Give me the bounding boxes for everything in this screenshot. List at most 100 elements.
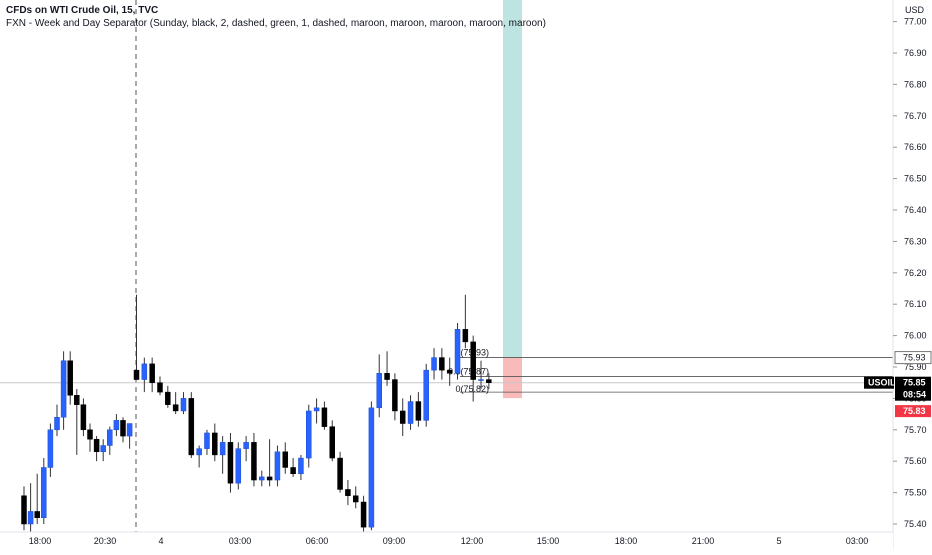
- candle[interactable]: [454, 329, 461, 374]
- candle[interactable]: [478, 379, 484, 381]
- time-tick-label: 4: [158, 536, 163, 546]
- price-tick-label: 76.30: [904, 236, 927, 246]
- candle[interactable]: [235, 448, 242, 484]
- price-tick-label: 75.60: [904, 456, 927, 466]
- price-tick-label: 76.80: [904, 79, 927, 89]
- stop-price-tag-bg[interactable]: [895, 405, 931, 418]
- last-price-tag-bg[interactable]: [895, 376, 931, 401]
- candle[interactable]: [399, 410, 406, 424]
- time-tick-label: 06:00: [306, 536, 329, 546]
- candle[interactable]: [165, 391, 171, 405]
- candle[interactable]: [157, 382, 163, 393]
- indicator-title[interactable]: FXN - Week and Day Separator (Sunday, bl…: [6, 18, 546, 29]
- candle[interactable]: [306, 410, 312, 459]
- candle[interactable]: [21, 495, 27, 525]
- candle[interactable]: [486, 379, 492, 383]
- candle[interactable]: [227, 442, 234, 484]
- candle[interactable]: [133, 369, 140, 380]
- candle[interactable]: [74, 395, 80, 405]
- price-tick-label: 76.50: [904, 174, 927, 184]
- target-zone[interactable]: [503, 0, 522, 358]
- candle[interactable]: [212, 432, 218, 456]
- last-price-tag: 75.85: [903, 378, 926, 388]
- time-tick-label: 09:00: [383, 536, 406, 546]
- candle[interactable]: [107, 429, 113, 446]
- price-tick-label: 76.60: [904, 142, 927, 152]
- candle[interactable]: [93, 438, 100, 453]
- candle[interactable]: [141, 363, 148, 380]
- candle[interactable]: [423, 369, 429, 421]
- currency-label: USD: [905, 5, 925, 15]
- candle[interactable]: [360, 501, 367, 528]
- candle[interactable]: [415, 401, 422, 421]
- candle[interactable]: [462, 329, 469, 343]
- countdown-label: 08:54: [903, 390, 926, 400]
- chart-legend: CFDs on WTI Crude Oil, 15, TVC FXN - Wee…: [6, 4, 546, 30]
- candle[interactable]: [87, 429, 93, 440]
- candle[interactable]: [27, 511, 34, 525]
- price-tick-label: 76.90: [904, 48, 927, 58]
- candle[interactable]: [60, 360, 67, 418]
- price-tick-label: 76.00: [904, 331, 927, 341]
- candle[interactable]: [180, 398, 187, 412]
- candle[interactable]: [47, 429, 54, 468]
- time-tick-label: 18:00: [615, 536, 638, 546]
- candle[interactable]: [321, 407, 328, 427]
- candle[interactable]: [80, 404, 87, 431]
- candle[interactable]: [120, 420, 126, 437]
- stop-zone[interactable]: [503, 357, 522, 399]
- candle[interactable]: [274, 451, 281, 481]
- candle[interactable]: [439, 357, 445, 371]
- candle[interactable]: [313, 407, 320, 412]
- candle[interactable]: [188, 398, 195, 456]
- candle[interactable]: [172, 404, 179, 412]
- time-tick-label: 03:00: [846, 536, 869, 546]
- candle[interactable]: [196, 448, 202, 456]
- fib-label-zero: 0(75.82): [455, 384, 489, 394]
- candle[interactable]: [345, 489, 351, 496]
- candle[interactable]: [41, 467, 47, 518]
- target-price-tag-bg[interactable]: [894, 351, 932, 365]
- symbol-title[interactable]: CFDs on WTI Crude Oil, 15, TVC: [6, 5, 159, 16]
- candle[interactable]: [337, 457, 343, 490]
- candle[interactable]: [100, 445, 106, 453]
- candle[interactable]: [243, 442, 249, 449]
- candle[interactable]: [259, 476, 265, 481]
- price-tick-label: 76.10: [904, 299, 927, 309]
- candle[interactable]: [431, 357, 437, 371]
- candle[interactable]: [384, 373, 390, 380]
- candle[interactable]: [290, 467, 296, 475]
- price-tick-label: 75.50: [904, 488, 927, 498]
- candle[interactable]: [329, 426, 335, 459]
- candle[interactable]: [376, 373, 382, 409]
- time-axis[interactable]: [0, 532, 893, 550]
- candle[interactable]: [204, 432, 210, 449]
- target-price-tag: 75.93: [903, 353, 926, 363]
- candle[interactable]: [54, 416, 60, 431]
- candle[interactable]: [149, 363, 155, 383]
- price-tick-label: 76.70: [904, 111, 927, 121]
- time-tick-label: 15:00: [537, 536, 560, 546]
- candle[interactable]: [113, 420, 120, 431]
- candle[interactable]: [368, 407, 375, 528]
- price-axis[interactable]: [894, 0, 932, 550]
- candle[interactable]: [126, 423, 133, 437]
- candle[interactable]: [266, 476, 273, 481]
- symbol-tag-bg[interactable]: [864, 376, 894, 389]
- candle[interactable]: [34, 511, 40, 518]
- candle[interactable]: [298, 457, 304, 475]
- candle[interactable]: [219, 442, 226, 456]
- candle[interactable]: [352, 495, 359, 503]
- candle[interactable]: [392, 379, 398, 412]
- candle[interactable]: [282, 451, 289, 468]
- time-tick-label: 12:00: [461, 536, 484, 546]
- candle[interactable]: [67, 360, 73, 396]
- price-tick-label: 75.40: [904, 519, 927, 529]
- candle[interactable]: [470, 341, 476, 380]
- candle[interactable]: [251, 442, 257, 481]
- candle[interactable]: [446, 369, 453, 374]
- candle[interactable]: [407, 401, 414, 424]
- price-tick-label: 75.70: [904, 425, 927, 435]
